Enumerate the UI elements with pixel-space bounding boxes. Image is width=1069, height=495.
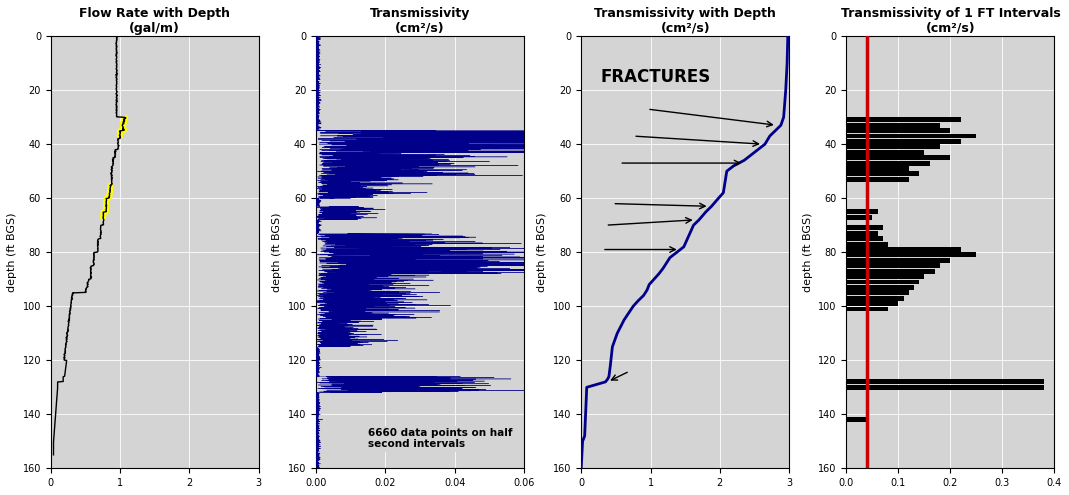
Bar — [847, 247, 961, 252]
Bar — [847, 296, 903, 300]
Bar — [847, 226, 883, 230]
Bar — [847, 171, 919, 176]
Text: FRACTURES: FRACTURES — [601, 68, 711, 86]
Title: Transmissivity with Depth
(cm²/s): Transmissivity with Depth (cm²/s) — [594, 7, 776, 35]
Bar — [847, 166, 909, 171]
Bar — [847, 301, 898, 306]
Bar — [847, 417, 867, 422]
Bar — [847, 177, 909, 182]
Bar — [847, 123, 940, 128]
Bar — [847, 306, 888, 311]
Bar — [847, 274, 925, 279]
Title: Transmissivity
(cm²/s): Transmissivity (cm²/s) — [370, 7, 470, 35]
Y-axis label: depth (ft BGS): depth (ft BGS) — [803, 212, 812, 292]
Title: Transmissivity of 1 FT Intervals
(cm²/s): Transmissivity of 1 FT Intervals (cm²/s) — [840, 7, 1060, 35]
Title: Flow Rate with Depth
(gal/m): Flow Rate with Depth (gal/m) — [79, 7, 230, 35]
Bar — [847, 236, 883, 241]
Text: 6660 data points on half
second intervals: 6660 data points on half second interval… — [368, 428, 512, 449]
Bar — [847, 209, 878, 214]
Bar — [847, 155, 950, 160]
Bar — [847, 380, 1044, 384]
Bar — [847, 145, 940, 149]
Bar — [847, 215, 872, 220]
Bar — [847, 134, 976, 139]
Bar — [847, 280, 919, 284]
Y-axis label: depth (ft BGS): depth (ft BGS) — [6, 212, 17, 292]
Bar — [847, 385, 1044, 390]
Bar — [847, 269, 934, 274]
Bar — [847, 252, 976, 257]
Bar — [847, 285, 914, 290]
Y-axis label: depth (ft BGS): depth (ft BGS) — [273, 212, 282, 292]
Bar — [847, 139, 961, 144]
Bar — [847, 263, 940, 268]
Bar — [847, 117, 961, 122]
Y-axis label: depth (ft BGS): depth (ft BGS) — [538, 212, 547, 292]
Bar — [847, 128, 950, 133]
Bar — [847, 290, 909, 295]
Bar — [847, 161, 930, 165]
Bar — [847, 150, 925, 155]
Bar — [847, 242, 888, 247]
Bar — [847, 231, 878, 236]
Bar — [847, 258, 950, 263]
